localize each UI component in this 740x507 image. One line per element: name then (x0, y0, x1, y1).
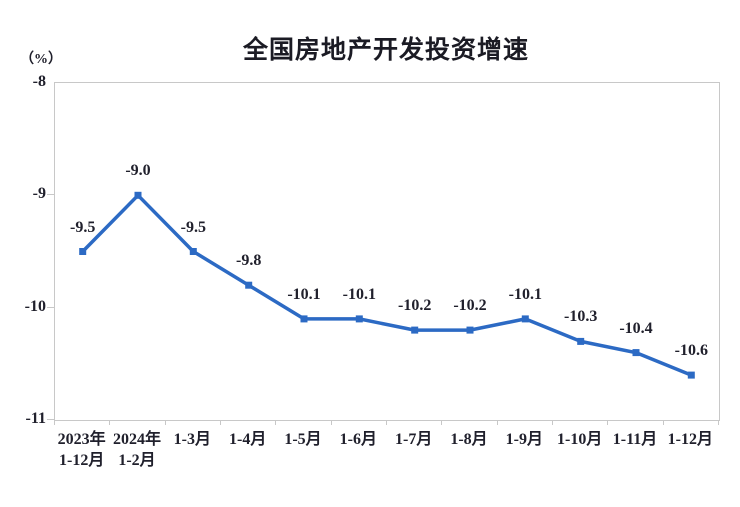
x-axis-tick (164, 420, 166, 425)
x-axis-tick (275, 420, 277, 425)
y-axis-tick (47, 306, 54, 308)
data-label: -10.1 (287, 285, 321, 303)
x-axis-tick (552, 420, 553, 425)
x-axis-tick-label: 1-9月 (505, 431, 543, 448)
data-label: -10.3 (564, 308, 598, 326)
y-axis-unit-label: （%） (20, 52, 62, 67)
y-axis-tick (47, 419, 54, 420)
x-axis-tick (54, 420, 55, 425)
plot-area: -9.5 -9.0 -9.5 -9.8 -10.1 -10.1 -10.2 -10.2 -10.… (54, 82, 720, 421)
x-axis-tick (386, 420, 387, 425)
y-axis-tick (47, 194, 54, 196)
trend-line (80, 193, 694, 377)
line-chart-svg (79, 191, 695, 379)
x-axis-tick-label: 1-5月 (284, 431, 322, 448)
x-axis-tick-label: 1-8月 (450, 431, 488, 448)
y-axis-tick-label: -10 (24, 297, 46, 315)
data-point-marker (245, 281, 253, 289)
data-point-marker (466, 326, 474, 334)
data-point-marker (189, 248, 197, 255)
x-axis-tick-label: 2024年 1-2月 (112, 431, 162, 469)
x-axis-tick (607, 420, 609, 425)
data-label: -9.0 (125, 162, 151, 180)
x-axis-tick-label: 1-3月 (173, 431, 211, 448)
data-label: -10.1 (342, 285, 376, 303)
data-label: -10.2 (453, 297, 487, 315)
x-axis-tick (220, 420, 221, 425)
chart-title: 全国房地产开发投资增速 (242, 36, 529, 64)
data-point-marker (79, 248, 87, 255)
data-label: -10.1 (508, 285, 542, 303)
data-label: -9.8 (236, 252, 262, 270)
x-axis-tick (662, 420, 664, 425)
data-label: -10.6 (674, 342, 708, 360)
y-axis-tick-label: -8 (32, 73, 46, 90)
data-label: -10.4 (619, 319, 653, 337)
data-point-marker (134, 191, 142, 199)
x-axis-tick-label: 1-10月 (557, 431, 603, 448)
y-axis-tick-label: -9 (32, 185, 46, 203)
x-axis-tick-label: 1-12月 (667, 431, 713, 448)
data-point-marker (521, 315, 529, 323)
x-axis-tick (441, 420, 443, 425)
x-axis-tick (496, 420, 498, 425)
x-axis-tick-label: 1-7月 (395, 431, 433, 448)
x-axis-tick-label: 1-6月 (339, 431, 377, 448)
data-point-marker (300, 315, 308, 323)
data-label: -9.5 (70, 218, 96, 236)
x-axis-tick (109, 420, 111, 425)
data-point-marker (687, 371, 695, 379)
x-axis-tick-label: 1-4月 (229, 431, 267, 448)
x-axis-tick-label: 1-11月 (612, 431, 658, 448)
data-point-marker (355, 315, 363, 323)
x-axis-tick (718, 420, 719, 425)
data-point-marker (577, 337, 585, 345)
y-axis-tick-label: -11 (25, 410, 46, 427)
x-axis-tick (330, 420, 332, 425)
data-label: -9.5 (180, 218, 206, 236)
data-label: -10.2 (398, 297, 432, 315)
x-axis-tick-label: 2023年 1-12月 (57, 431, 106, 469)
data-point-marker (411, 326, 419, 334)
data-point-marker (632, 349, 640, 357)
